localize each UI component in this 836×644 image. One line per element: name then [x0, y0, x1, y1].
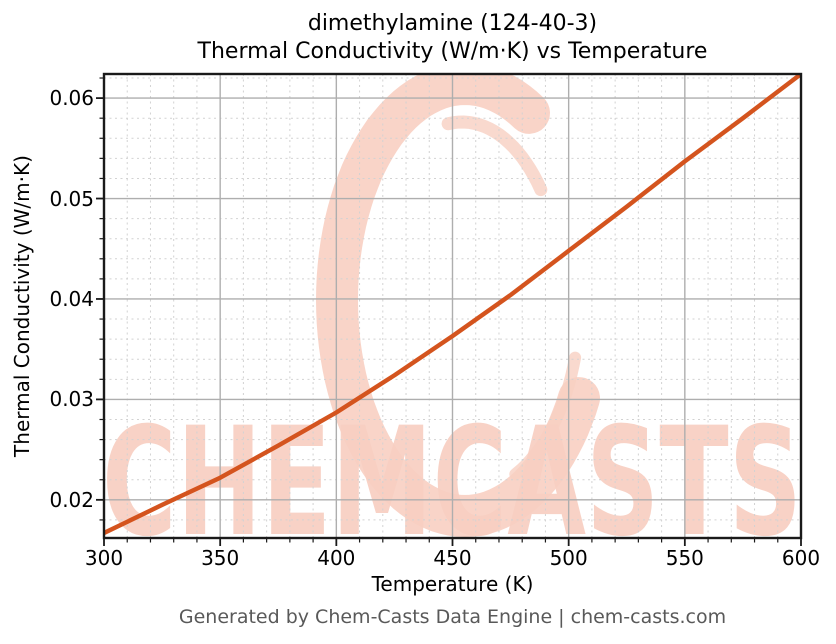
chart-title-line1: dimethylamine (124-40-3)	[307, 11, 598, 36]
data-line-thermal-conductivity	[104, 74, 801, 536]
x-tick-label-450: 450	[433, 546, 472, 570]
grid-layer	[104, 74, 801, 538]
chart-title-line2: Thermal Conductivity (W/m·K) vs Temperat…	[197, 39, 708, 64]
y-axis-label-text: Thermal Conductivity (W/m·K)	[10, 155, 34, 457]
y-tick-label-0.04: 0.04	[49, 286, 94, 311]
watermark-c-swirl-icon	[509, 351, 582, 481]
x-axis-label: Temperature (K)	[371, 572, 534, 596]
y-tick-label-0.05: 0.05	[49, 186, 94, 211]
watermark-c-swirl-icon	[441, 115, 548, 197]
y-tick-label-0.06: 0.06	[49, 86, 94, 111]
watermark-c-swirl-icon	[315, 74, 600, 538]
x-tick-label-400: 400	[317, 546, 356, 570]
x-tick-label-600: 600	[781, 546, 821, 570]
x-tick-label-350: 350	[201, 546, 240, 570]
x-tick-label-550: 550	[665, 546, 704, 570]
y-tick-label-0.02: 0.02	[49, 487, 94, 512]
tick-marks	[96, 77, 802, 546]
chart-title: dimethylamine (124-40-3) Thermal Conduct…	[104, 10, 801, 66]
x-tick-label-300: 300	[84, 546, 124, 570]
y-tick-label-0.03: 0.03	[49, 387, 94, 412]
footer-attribution: Generated by Chem-Casts Data Engine | ch…	[178, 606, 727, 628]
x-tick-label-500: 500	[549, 546, 588, 570]
